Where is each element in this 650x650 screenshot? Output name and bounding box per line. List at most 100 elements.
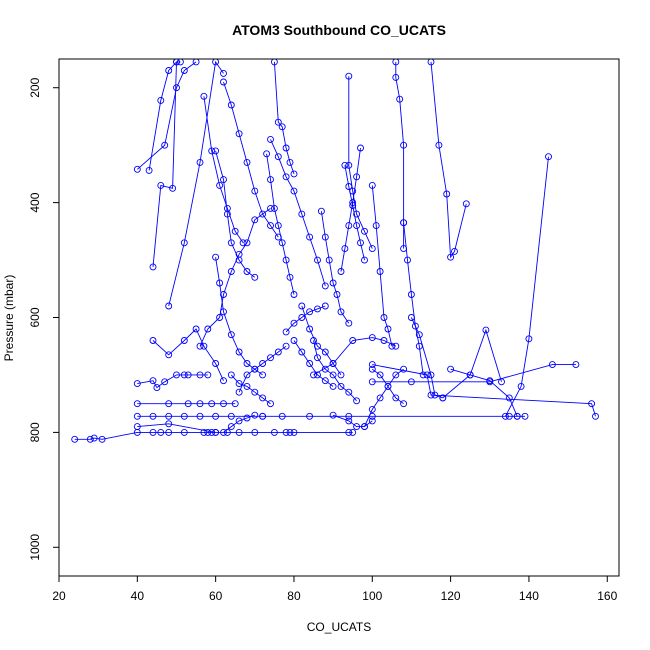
- data-point: [357, 239, 364, 247]
- data-point: [196, 158, 204, 166]
- data-point: [176, 59, 184, 66]
- data-point: [345, 412, 353, 420]
- data-point: [306, 360, 314, 367]
- data-point: [235, 348, 243, 356]
- data-point: [345, 222, 353, 230]
- data-point: [345, 319, 353, 327]
- series-line-segment: [403, 222, 424, 375]
- y-tick-label: 800: [28, 422, 42, 442]
- data-point: [157, 428, 165, 436]
- data-point: [169, 184, 177, 192]
- data-point: [208, 400, 216, 408]
- data-point: [204, 371, 212, 379]
- data-point: [212, 428, 220, 436]
- data-point: [216, 279, 224, 287]
- data-point: [368, 365, 376, 373]
- data-point: [251, 411, 259, 419]
- data-point: [329, 411, 337, 419]
- data-point: [196, 371, 204, 379]
- data-point: [341, 245, 349, 253]
- series-line-segment: [137, 61, 197, 170]
- data-point: [133, 400, 141, 408]
- data-point: [361, 227, 368, 235]
- data-point: [196, 412, 204, 420]
- data-point: [259, 412, 267, 420]
- data-point: [267, 176, 274, 184]
- series-line-segment: [505, 156, 549, 417]
- data-point: [220, 69, 227, 77]
- series-line-segment: [223, 81, 279, 238]
- data-point: [290, 319, 298, 327]
- data-point: [466, 371, 474, 379]
- series-line-segment: [313, 337, 396, 376]
- data-point: [345, 428, 353, 436]
- data-point: [353, 210, 361, 218]
- data-point: [314, 305, 321, 313]
- data-point: [321, 365, 329, 373]
- data-point: [396, 95, 404, 103]
- data-point: [235, 380, 243, 388]
- data-point: [223, 204, 231, 212]
- data-point: [212, 253, 220, 261]
- data-point: [243, 268, 251, 275]
- data-point: [321, 282, 329, 290]
- data-point: [368, 181, 376, 189]
- data-point: [200, 428, 208, 436]
- data-point: [380, 314, 388, 321]
- x-tick-label: 60: [209, 589, 223, 603]
- x-tick-label: 80: [287, 589, 301, 603]
- data-point: [227, 423, 235, 431]
- y-tick-label: 1000: [28, 534, 42, 561]
- y-axis: 200 400 600 800 1000: [28, 77, 60, 561]
- x-axis: 20 40 60 80 100 120 140 160: [52, 575, 618, 603]
- x-tick-label: 160: [597, 589, 617, 603]
- series-line-segment: [215, 150, 256, 278]
- data-point: [314, 371, 321, 379]
- data-point: [165, 400, 173, 408]
- data-point: [392, 371, 400, 379]
- series-line-segment: [301, 305, 342, 376]
- data-point: [243, 382, 251, 390]
- data-point: [235, 417, 243, 425]
- data-point: [227, 371, 235, 379]
- data-point: [427, 371, 435, 379]
- y-tick-label: 400: [28, 192, 42, 212]
- data-point: [333, 291, 341, 298]
- data-point: [384, 382, 392, 390]
- data-point: [314, 354, 321, 362]
- data-point: [184, 371, 192, 379]
- series-line-segment: [152, 328, 224, 381]
- series-line-segment: [371, 185, 393, 347]
- data-point: [349, 187, 357, 195]
- data-point: [435, 141, 443, 149]
- data-point: [353, 423, 361, 431]
- data-point: [411, 322, 419, 330]
- series-line-segment: [442, 328, 502, 399]
- data-point: [235, 388, 243, 396]
- data-point: [212, 147, 220, 155]
- data-point: [235, 256, 243, 264]
- data-point: [251, 273, 259, 281]
- data-point: [314, 256, 321, 264]
- series-line-segment: [168, 60, 224, 307]
- data-point: [157, 181, 165, 189]
- data-point: [290, 337, 298, 344]
- data-point: [306, 325, 314, 333]
- data-point: [545, 153, 552, 161]
- data-point: [525, 335, 533, 343]
- data-point: [196, 400, 204, 408]
- data-point: [263, 150, 271, 158]
- data-point: [306, 233, 314, 241]
- data-point: [161, 378, 169, 386]
- data-point: [259, 210, 267, 218]
- series-line-segment: [273, 61, 295, 175]
- data-point: [145, 166, 153, 174]
- data-point: [286, 158, 294, 166]
- series-line-segment: [215, 257, 263, 376]
- series-line-segment: [148, 61, 177, 171]
- data-point: [392, 394, 400, 402]
- data-point: [251, 365, 259, 373]
- data-point: [341, 161, 349, 169]
- series-points: [71, 59, 599, 443]
- data-point: [400, 400, 408, 408]
